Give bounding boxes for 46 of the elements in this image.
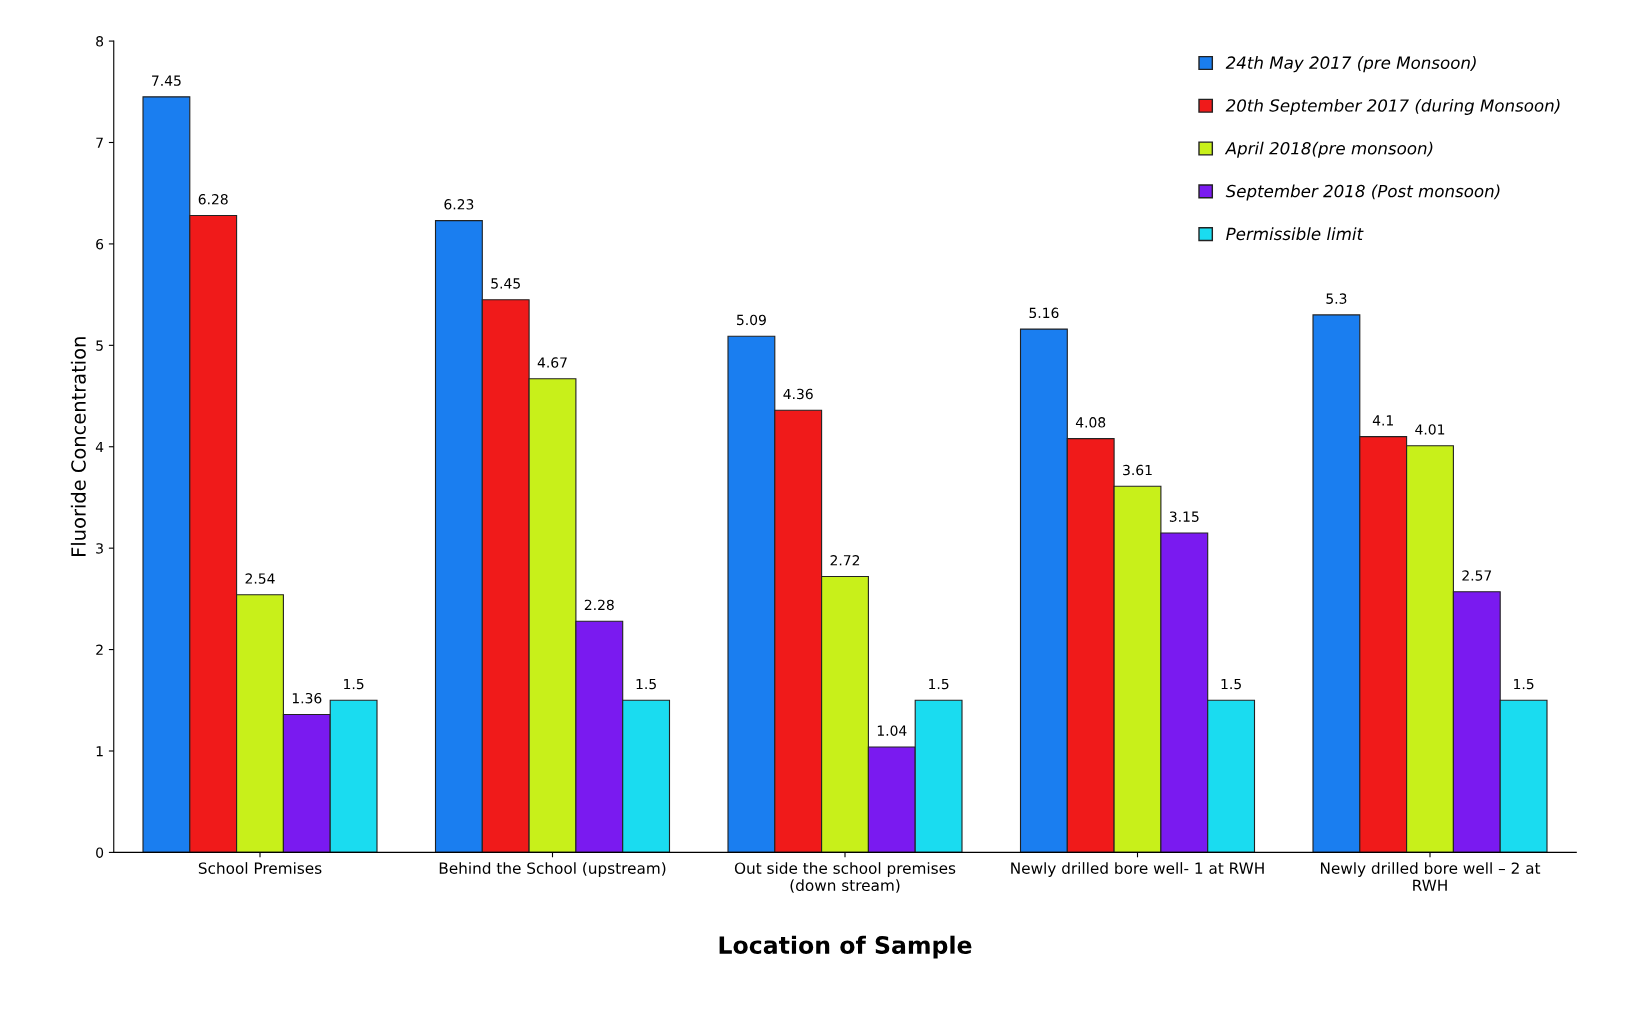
y-tick-label: 7 <box>96 137 103 148</box>
y-tick-label: 2 <box>96 644 103 655</box>
data-label: 5.45 <box>491 278 520 289</box>
data-label: 1.04 <box>877 725 907 736</box>
data-label: 5.09 <box>737 314 766 326</box>
data-label: 4.01 <box>1415 424 1445 435</box>
y-tick-label: 5 <box>96 340 103 351</box>
data-label: 2.28 <box>584 599 614 611</box>
data-label: 1.36 <box>292 692 322 704</box>
data-label: 2.54 <box>245 573 275 584</box>
data-label: 4.67 <box>537 357 567 368</box>
y-tick-label: 6 <box>96 238 104 250</box>
data-label: 2.57 <box>1462 570 1492 581</box>
data-label: 4.08 <box>1075 417 1106 428</box>
x-axis-title: Location of Sample <box>719 935 972 959</box>
data-label: 1.5 <box>1221 678 1241 690</box>
y-tick-label: 1 <box>96 746 103 757</box>
data-label: 1.5 <box>1514 678 1534 690</box>
legend-label: 20th September 2017 (during Monsoon) <box>1225 98 1560 116</box>
data-label: 6.23 <box>444 199 474 210</box>
y-axis-title: Fluoride Concentration <box>70 337 86 556</box>
legend-label: 24th May 2017 (pre Monsoon) <box>1225 56 1476 73</box>
x-tick-label: Out side the school premises (down stream) <box>734 862 956 893</box>
y-tick-label: 3 <box>96 543 103 554</box>
data-label: 3.15 <box>1169 511 1199 522</box>
y-tick-label: 0 <box>96 847 104 858</box>
y-tick-label: 4 <box>95 441 104 453</box>
y-tick-label: 8 <box>96 36 104 47</box>
data-label: 7.45 <box>152 75 181 86</box>
x-tick-label: School Premises <box>198 862 322 874</box>
data-label: 4.1 <box>1372 415 1393 426</box>
data-label: 1.5 <box>344 678 364 690</box>
x-tick-label: Newly drilled bore well – 2 at RWH <box>1320 862 1541 891</box>
data-label: 6.28 <box>198 193 228 205</box>
x-tick-label: Newly drilled bore well- 1 at RWH <box>1011 862 1264 877</box>
legend-label: Permissible limit <box>1226 227 1364 241</box>
data-label: 5.3 <box>1326 293 1347 304</box>
legend-label: September 2018 (Post monsoon) <box>1225 184 1500 201</box>
data-label: 3.61 <box>1123 464 1152 476</box>
legend-label: April 2018(pre monsoon) <box>1224 141 1433 158</box>
data-label: 1.5 <box>636 678 656 690</box>
data-label: 4.36 <box>783 388 813 400</box>
data-label: 2.72 <box>830 555 860 566</box>
data-label: 1.5 <box>929 678 949 690</box>
data-label: 5.16 <box>1029 307 1059 319</box>
x-tick-label: Behind the School (upstream) <box>439 862 666 877</box>
